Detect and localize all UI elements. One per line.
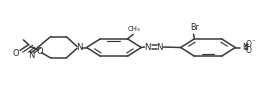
Text: N: N bbox=[144, 43, 151, 51]
Text: ⁻: ⁻ bbox=[251, 40, 255, 46]
Text: O: O bbox=[246, 40, 251, 49]
Text: O: O bbox=[37, 47, 44, 56]
Text: N: N bbox=[242, 43, 248, 52]
Text: +: + bbox=[244, 42, 249, 47]
Text: O: O bbox=[13, 49, 20, 58]
Text: O: O bbox=[246, 46, 251, 55]
Text: CH₃: CH₃ bbox=[127, 26, 140, 32]
Text: N: N bbox=[28, 51, 34, 60]
Text: Br: Br bbox=[190, 23, 199, 32]
Text: N: N bbox=[157, 43, 163, 51]
Text: N: N bbox=[76, 43, 83, 52]
